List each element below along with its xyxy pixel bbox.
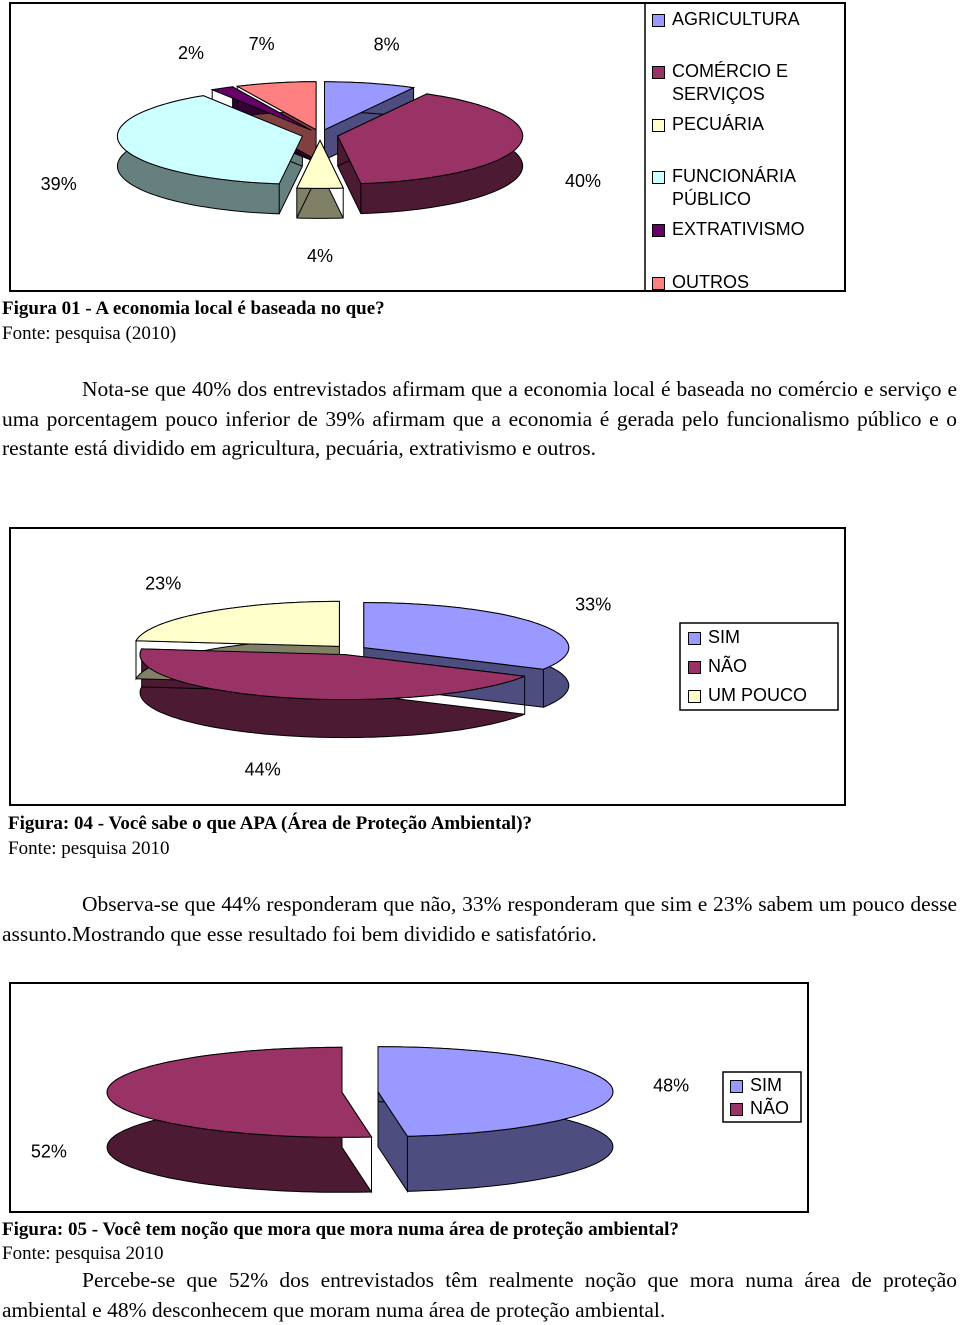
legend-item: SIM xyxy=(688,626,838,649)
data-label: 2% xyxy=(178,43,204,63)
data-label: 33% xyxy=(575,595,611,615)
slice xyxy=(377,1046,614,1137)
legend-label: EXTRATIVISMO xyxy=(672,219,805,239)
legend-label: FUNCIONÁRIA PÚBLICO xyxy=(672,166,796,209)
legend-label: AGRICULTURA xyxy=(672,9,800,29)
data-label: 7% xyxy=(249,34,275,54)
legend-label: NÃO xyxy=(708,656,748,676)
legend-swatch xyxy=(652,14,665,27)
slice xyxy=(324,81,416,131)
legend-item: PECUÁRIA xyxy=(652,113,837,136)
figure-source: Fonte: pesquisa 2010 xyxy=(8,838,170,859)
paragraph: Observa-se que 44% responderam que não, … xyxy=(2,892,957,946)
legend-item: UM POUCO xyxy=(688,684,838,707)
chart-frame xyxy=(9,982,809,1213)
data-label: 40% xyxy=(565,171,601,191)
legend-label: PECUÁRIA xyxy=(672,114,765,134)
data-label: 23% xyxy=(145,574,181,594)
legend-label: COMÉRCIO E SERVIÇOS xyxy=(672,61,789,104)
slice xyxy=(363,602,570,670)
legend-label: SIM xyxy=(708,627,741,647)
slice xyxy=(296,139,344,189)
legend-item: NÃO xyxy=(730,1097,805,1120)
legend-item: AGRICULTURA xyxy=(652,8,837,31)
legend-item: FUNCIONÁRIA PÚBLICO xyxy=(652,165,837,211)
data-label: 39% xyxy=(41,174,77,194)
legend-swatch xyxy=(730,1080,743,1093)
data-label: 8% xyxy=(374,34,400,54)
chart-frame xyxy=(9,527,846,806)
legend-label: NÃO xyxy=(750,1098,790,1118)
paragraph: Percebe-se que 52% dos entrevistados têm… xyxy=(2,1268,957,1322)
legend-swatch xyxy=(688,690,701,703)
legend-label: OUTROS xyxy=(672,272,750,292)
legend-swatch xyxy=(652,119,665,132)
legend-swatch xyxy=(688,661,701,674)
slice xyxy=(235,81,317,131)
legend-swatch xyxy=(652,171,665,184)
legend-swatch xyxy=(652,224,665,237)
figure-caption: Figura 01 - A economia local é baseada n… xyxy=(2,298,385,319)
legend-swatch xyxy=(688,632,701,645)
paragraph: Nota-se que 40% dos entrevistados afirma… xyxy=(2,377,957,460)
legend-item: EXTRATIVISMO xyxy=(652,218,837,241)
slice xyxy=(116,95,304,185)
legend-swatch xyxy=(652,277,665,290)
legend-item: OUTROS xyxy=(652,271,837,294)
chart-frame xyxy=(9,2,846,292)
figure-source: Fonte: pesquisa 2010 xyxy=(2,1243,164,1264)
figure-caption: Figura: 05 - Você tem noção que mora que… xyxy=(2,1219,679,1240)
slice xyxy=(139,648,525,701)
data-label: 52% xyxy=(31,1141,67,1161)
legend-frame xyxy=(722,1071,802,1123)
slice xyxy=(337,93,524,185)
legend-frame xyxy=(679,622,839,711)
figure-caption: Figura: 04 - Você sabe o que APA (Área d… xyxy=(8,813,533,834)
legend-swatch xyxy=(652,66,665,79)
legend-item: COMÉRCIO E SERVIÇOS xyxy=(652,60,837,106)
legend-item: SIM xyxy=(730,1074,805,1097)
legend-item: NÃO xyxy=(688,655,838,678)
legend-label: SIM xyxy=(750,1075,783,1095)
slice xyxy=(210,86,312,131)
legend-swatch xyxy=(730,1103,743,1116)
slice xyxy=(106,1046,373,1138)
figure-source: Fonte: pesquisa (2010) xyxy=(2,323,177,344)
legend-label: UM POUCO xyxy=(708,685,807,705)
data-label: 48% xyxy=(653,1075,689,1095)
slice xyxy=(135,600,340,647)
data-label: 4% xyxy=(307,246,333,266)
data-label: 44% xyxy=(245,759,281,779)
